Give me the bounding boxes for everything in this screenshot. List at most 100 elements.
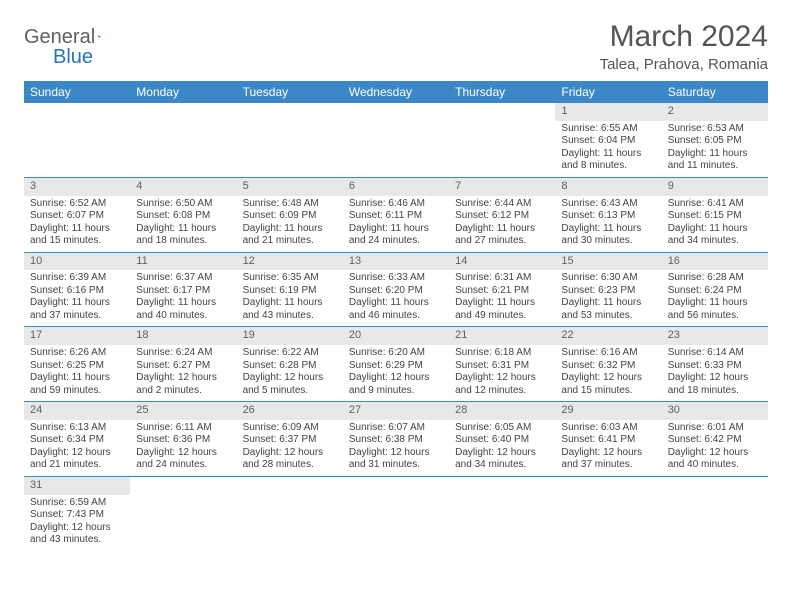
weekday-header: Sunday <box>24 81 130 103</box>
calendar-cell: 5Sunrise: 6:48 AMSunset: 6:09 PMDaylight… <box>237 177 343 252</box>
day-number: 25 <box>130 402 236 420</box>
day-details: Sunrise: 6:31 AMSunset: 6:21 PMDaylight:… <box>449 270 555 326</box>
calendar-cell: 19Sunrise: 6:22 AMSunset: 6:28 PMDayligh… <box>237 327 343 402</box>
day-details: Sunrise: 6:43 AMSunset: 6:13 PMDaylight:… <box>555 196 661 252</box>
day-number <box>343 477 449 495</box>
calendar-cell: 1Sunrise: 6:55 AMSunset: 6:04 PMDaylight… <box>555 103 661 177</box>
calendar-cell: 20Sunrise: 6:20 AMSunset: 6:29 PMDayligh… <box>343 327 449 402</box>
day-number: 26 <box>237 402 343 420</box>
day-details: Sunrise: 6:20 AMSunset: 6:29 PMDaylight:… <box>343 345 449 401</box>
day-details <box>449 121 555 127</box>
daylight-text: Daylight: 11 hours and 59 minutes. <box>30 372 124 397</box>
day-number <box>130 477 236 495</box>
calendar-cell: 22Sunrise: 6:16 AMSunset: 6:32 PMDayligh… <box>555 327 661 402</box>
daylight-text: Daylight: 11 hours and 27 minutes. <box>455 223 549 248</box>
day-number: 20 <box>343 327 449 345</box>
daylight-text: Daylight: 12 hours and 40 minutes. <box>668 447 762 472</box>
day-details: Sunrise: 6:26 AMSunset: 6:25 PMDaylight:… <box>24 345 130 401</box>
day-number: 11 <box>130 253 236 271</box>
calendar-cell: 21Sunrise: 6:18 AMSunset: 6:31 PMDayligh… <box>449 327 555 402</box>
day-number <box>662 477 768 495</box>
day-number: 1 <box>555 103 661 121</box>
calendar-cell: 28Sunrise: 6:05 AMSunset: 6:40 PMDayligh… <box>449 402 555 477</box>
day-number <box>130 103 236 121</box>
day-details: Sunrise: 6:28 AMSunset: 6:24 PMDaylight:… <box>662 270 768 326</box>
sunrise-text: Sunrise: 6:59 AM <box>30 497 124 510</box>
location: Talea, Prahova, Romania <box>600 56 768 73</box>
daylight-text: Daylight: 12 hours and 34 minutes. <box>455 447 549 472</box>
sunset-text: Sunset: 6:41 PM <box>561 434 655 447</box>
day-number: 8 <box>555 178 661 196</box>
day-details <box>24 121 130 127</box>
daylight-text: Daylight: 12 hours and 12 minutes. <box>455 372 549 397</box>
daylight-text: Daylight: 11 hours and 8 minutes. <box>561 148 655 173</box>
day-details: Sunrise: 6:05 AMSunset: 6:40 PMDaylight:… <box>449 420 555 476</box>
day-details: Sunrise: 6:03 AMSunset: 6:41 PMDaylight:… <box>555 420 661 476</box>
day-number <box>449 477 555 495</box>
calendar-cell: 30Sunrise: 6:01 AMSunset: 6:42 PMDayligh… <box>662 402 768 477</box>
day-details <box>237 495 343 501</box>
weekday-header: Friday <box>555 81 661 103</box>
day-details: Sunrise: 6:48 AMSunset: 6:09 PMDaylight:… <box>237 196 343 252</box>
logo-text-blue: Blue <box>53 46 93 69</box>
sunrise-text: Sunrise: 6:26 AM <box>30 347 124 360</box>
day-number: 24 <box>24 402 130 420</box>
calendar-cell: 7Sunrise: 6:44 AMSunset: 6:12 PMDaylight… <box>449 177 555 252</box>
day-details: Sunrise: 6:01 AMSunset: 6:42 PMDaylight:… <box>662 420 768 476</box>
day-details: Sunrise: 6:24 AMSunset: 6:27 PMDaylight:… <box>130 345 236 401</box>
calendar-cell: 6Sunrise: 6:46 AMSunset: 6:11 PMDaylight… <box>343 177 449 252</box>
sunset-text: Sunset: 6:21 PM <box>455 285 549 298</box>
calendar-cell: 8Sunrise: 6:43 AMSunset: 6:13 PMDaylight… <box>555 177 661 252</box>
day-number: 10 <box>24 253 130 271</box>
calendar-cell <box>237 476 343 550</box>
day-number <box>237 103 343 121</box>
daylight-text: Daylight: 12 hours and 43 minutes. <box>30 522 124 547</box>
sunrise-text: Sunrise: 6:28 AM <box>668 272 762 285</box>
sunrise-text: Sunrise: 6:41 AM <box>668 198 762 211</box>
calendar-cell <box>555 476 661 550</box>
day-number: 5 <box>237 178 343 196</box>
sunset-text: Sunset: 6:09 PM <box>243 210 337 223</box>
day-details: Sunrise: 6:41 AMSunset: 6:15 PMDaylight:… <box>662 196 768 252</box>
daylight-text: Daylight: 11 hours and 43 minutes. <box>243 297 337 322</box>
day-details: Sunrise: 6:55 AMSunset: 6:04 PMDaylight:… <box>555 121 661 177</box>
day-details <box>662 495 768 501</box>
day-details: Sunrise: 6:16 AMSunset: 6:32 PMDaylight:… <box>555 345 661 401</box>
sunrise-text: Sunrise: 6:43 AM <box>561 198 655 211</box>
calendar-row: 17Sunrise: 6:26 AMSunset: 6:25 PMDayligh… <box>24 327 768 402</box>
calendar-cell: 12Sunrise: 6:35 AMSunset: 6:19 PMDayligh… <box>237 252 343 327</box>
sunset-text: Sunset: 6:11 PM <box>349 210 443 223</box>
day-number: 19 <box>237 327 343 345</box>
day-number: 2 <box>662 103 768 121</box>
calendar-cell <box>130 476 236 550</box>
sunset-text: Sunset: 6:20 PM <box>349 285 443 298</box>
day-details: Sunrise: 6:14 AMSunset: 6:33 PMDaylight:… <box>662 345 768 401</box>
sail-icon <box>98 27 102 45</box>
day-details: Sunrise: 6:07 AMSunset: 6:38 PMDaylight:… <box>343 420 449 476</box>
calendar-cell <box>343 476 449 550</box>
sunrise-text: Sunrise: 6:39 AM <box>30 272 124 285</box>
calendar-cell: 23Sunrise: 6:14 AMSunset: 6:33 PMDayligh… <box>662 327 768 402</box>
day-number: 15 <box>555 253 661 271</box>
weekday-header: Saturday <box>662 81 768 103</box>
daylight-text: Daylight: 11 hours and 37 minutes. <box>30 297 124 322</box>
sunset-text: Sunset: 6:31 PM <box>455 360 549 373</box>
day-details: Sunrise: 6:09 AMSunset: 6:37 PMDaylight:… <box>237 420 343 476</box>
sunset-text: Sunset: 6:16 PM <box>30 285 124 298</box>
calendar-cell <box>24 103 130 177</box>
daylight-text: Daylight: 11 hours and 49 minutes. <box>455 297 549 322</box>
sunrise-text: Sunrise: 6:20 AM <box>349 347 443 360</box>
daylight-text: Daylight: 12 hours and 9 minutes. <box>349 372 443 397</box>
day-details: Sunrise: 6:53 AMSunset: 6:05 PMDaylight:… <box>662 121 768 177</box>
day-number: 16 <box>662 253 768 271</box>
day-number: 14 <box>449 253 555 271</box>
calendar-cell: 25Sunrise: 6:11 AMSunset: 6:36 PMDayligh… <box>130 402 236 477</box>
day-number <box>555 477 661 495</box>
day-number <box>24 103 130 121</box>
calendar-cell: 15Sunrise: 6:30 AMSunset: 6:23 PMDayligh… <box>555 252 661 327</box>
sunset-text: Sunset: 6:19 PM <box>243 285 337 298</box>
calendar-cell: 24Sunrise: 6:13 AMSunset: 6:34 PMDayligh… <box>24 402 130 477</box>
calendar-cell <box>237 103 343 177</box>
day-number: 9 <box>662 178 768 196</box>
daylight-text: Daylight: 11 hours and 46 minutes. <box>349 297 443 322</box>
